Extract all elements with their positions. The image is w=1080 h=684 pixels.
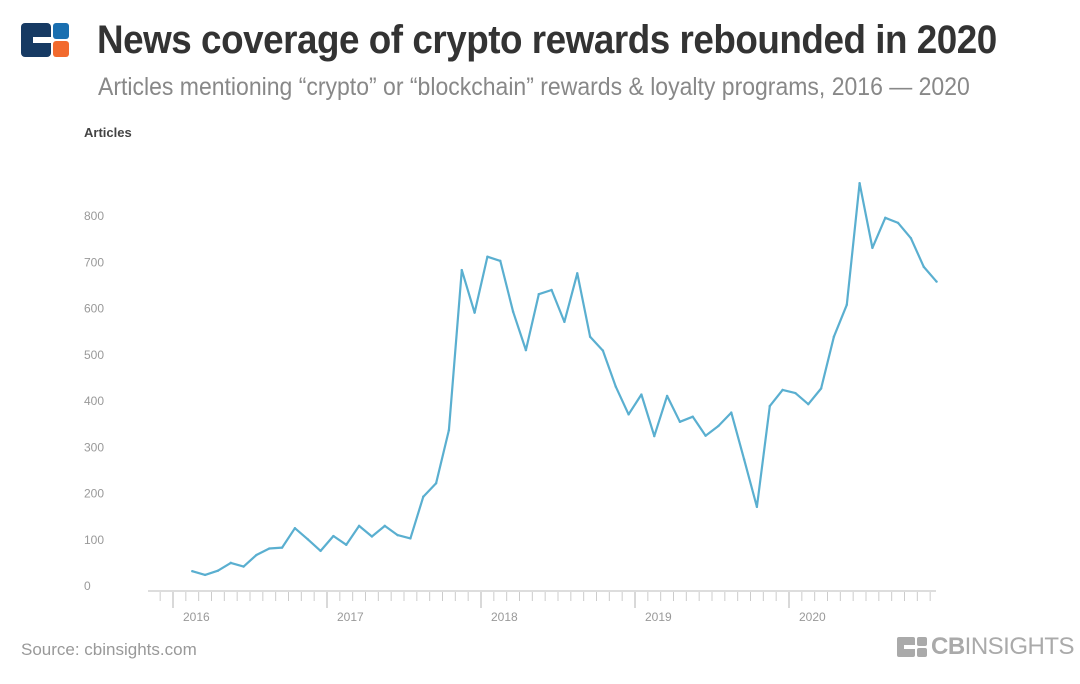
data-point — [293, 526, 297, 530]
data-point — [871, 246, 874, 250]
data-point — [383, 524, 386, 528]
data-point — [242, 565, 245, 568]
y-tick-label: 200 — [84, 487, 104, 501]
data-point — [691, 415, 694, 418]
data-point — [935, 280, 938, 283]
data-point — [499, 259, 502, 263]
x-tick-label: 2019 — [645, 610, 672, 624]
data-point — [280, 546, 284, 549]
articles-line — [191, 182, 938, 577]
brand-logo: CBINSIGHTS — [897, 633, 1075, 660]
data-point — [319, 549, 322, 553]
data-point — [486, 255, 489, 258]
data-point — [345, 543, 348, 547]
data-point — [678, 420, 682, 424]
data-point — [858, 181, 861, 185]
data-point — [447, 428, 451, 432]
data-point — [203, 573, 207, 577]
cbinsights-logo-icon — [21, 23, 69, 57]
data-point — [588, 335, 592, 338]
y-tick-label: 500 — [84, 348, 104, 362]
data-point — [807, 403, 810, 406]
data-point — [255, 553, 258, 557]
x-tick-label: 2016 — [183, 610, 210, 624]
brand-name: CBINSIGHTS — [931, 633, 1075, 660]
data-point — [357, 524, 361, 528]
data-point — [537, 292, 540, 296]
data-point — [409, 537, 412, 540]
data-point — [268, 547, 271, 550]
data-point — [730, 411, 733, 414]
data-point — [601, 349, 605, 352]
data-point — [396, 533, 399, 537]
chart-subtitle: Articles mentioning “crypto” or “blockch… — [98, 73, 970, 101]
data-point — [370, 535, 374, 538]
data-point — [216, 569, 220, 572]
data-point — [576, 272, 579, 275]
data-point — [742, 458, 746, 461]
data-point — [755, 505, 759, 509]
brand-mark-icon — [897, 637, 927, 657]
y-tick-label: 100 — [84, 533, 104, 547]
data-point — [653, 434, 656, 438]
data-point — [909, 237, 913, 240]
y-axis-label: Articles — [84, 125, 132, 140]
source-text: Source: cbinsights.com — [21, 640, 197, 659]
data-point — [524, 348, 528, 352]
data-point — [922, 265, 925, 269]
y-tick-label: 0 — [84, 579, 91, 593]
data-point — [332, 534, 335, 538]
data-point — [819, 387, 823, 390]
data-point — [627, 413, 630, 416]
data-point — [191, 570, 194, 573]
data-point — [563, 320, 566, 324]
data-point — [845, 303, 848, 306]
y-tick-label: 800 — [84, 209, 104, 223]
data-point — [229, 561, 232, 565]
x-tick-label: 2020 — [799, 610, 826, 624]
data-point — [473, 311, 476, 314]
data-point — [422, 495, 425, 498]
data-point — [460, 268, 463, 272]
data-point — [781, 388, 784, 392]
data-point — [665, 394, 669, 398]
y-tick-label: 300 — [84, 440, 104, 454]
x-tick-label: 2017 — [337, 610, 364, 624]
data-point — [306, 538, 309, 541]
data-point — [794, 391, 797, 395]
data-point — [768, 404, 771, 408]
data-point — [704, 434, 707, 437]
data-point — [896, 221, 900, 225]
data-point — [640, 393, 643, 396]
data-point — [434, 482, 438, 485]
data-point — [614, 385, 617, 388]
y-tick-label: 400 — [84, 394, 104, 408]
data-point — [717, 424, 720, 428]
data-point — [550, 288, 553, 292]
data-point — [884, 216, 887, 220]
y-tick-label: 700 — [84, 255, 104, 269]
y-tick-label: 600 — [84, 302, 104, 316]
data-point — [511, 310, 515, 313]
chart-title: News coverage of crypto rewards rebounde… — [97, 18, 997, 62]
data-point — [832, 335, 836, 338]
x-tick-label: 2018 — [491, 610, 518, 624]
